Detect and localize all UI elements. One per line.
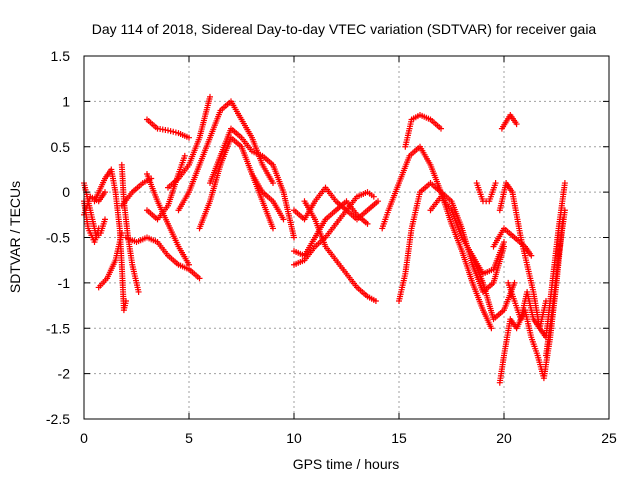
- y-tick-label: -2.5: [46, 411, 70, 427]
- data-point: [375, 198, 381, 205]
- series-track-15: [207, 125, 297, 241]
- plot-frame: [83, 55, 610, 420]
- series-track-11: [144, 152, 188, 223]
- y-tick-label: -2: [58, 366, 71, 382]
- series-track-9: [144, 116, 192, 141]
- x-tick-label: 15: [391, 430, 407, 446]
- series-track-27: [498, 111, 520, 132]
- series-track-10: [144, 170, 192, 268]
- data-point: [561, 180, 568, 187]
- data-point: [207, 93, 213, 100]
- series-track-32: [543, 207, 568, 359]
- data-point: [196, 275, 203, 282]
- data-point: [102, 216, 108, 223]
- data-point: [186, 261, 192, 268]
- data-point: [372, 298, 379, 305]
- series-track-7: [123, 234, 203, 282]
- data-point: [123, 298, 129, 305]
- series-track-31: [490, 225, 535, 259]
- series-track-20: [291, 189, 377, 268]
- series-track-13: [175, 98, 276, 214]
- x-axis-label: GPS time / hours: [293, 456, 400, 472]
- data-point: [513, 121, 520, 128]
- y-tick-label: 1.5: [51, 48, 71, 64]
- data-point: [165, 127, 171, 134]
- series-track-21: [379, 143, 495, 332]
- data-point: [181, 152, 188, 159]
- data-point: [270, 180, 276, 187]
- data-points: [81, 93, 568, 386]
- data-point: [488, 325, 495, 332]
- x-axis-ticks: 0 5 10 15 20 25: [80, 56, 617, 446]
- y-tick-label: -1.5: [46, 320, 70, 336]
- data-point: [561, 207, 568, 214]
- series-track-12: [165, 93, 213, 191]
- x-tick-label: 20: [496, 430, 512, 446]
- series-track-19: [301, 198, 379, 305]
- y-tick-label: 0.5: [51, 139, 71, 155]
- data-point: [102, 189, 108, 196]
- data-point: [364, 220, 371, 227]
- data-point: [501, 239, 507, 246]
- series-track-23: [402, 111, 444, 150]
- data-point: [170, 128, 177, 135]
- data-point: [528, 252, 535, 259]
- data-point: [370, 193, 377, 200]
- data-point: [280, 216, 287, 223]
- data-point: [492, 180, 499, 187]
- y-axis-label: SDTVAR / TECUs: [7, 181, 23, 293]
- data-point: [511, 279, 518, 286]
- y-tick-label: 1: [62, 93, 70, 109]
- y-axis-ticks: -2.5 -2 -1.5 -1 -0.5 0 0.5 1 1.5: [46, 48, 609, 427]
- data-point: [291, 234, 297, 241]
- data-point: [186, 134, 192, 141]
- series-track-29: [505, 279, 549, 332]
- series-track-18: [291, 198, 371, 259]
- series-track-16: [249, 170, 287, 223]
- series-track-5: [95, 229, 125, 291]
- data-point: [118, 229, 125, 236]
- chart-title: Day 114 of 2018, Sidereal Day-to-day VTE…: [92, 21, 597, 37]
- y-tick-label: -0.5: [46, 230, 70, 246]
- series-track-25: [473, 180, 499, 205]
- data-point: [135, 288, 142, 295]
- x-tick-label: 5: [185, 430, 193, 446]
- data-point: [95, 225, 102, 232]
- data-point: [172, 129, 179, 136]
- x-tick-label: 25: [601, 430, 617, 446]
- data-point: [167, 128, 174, 135]
- data-point: [270, 225, 276, 232]
- x-tick-label: 10: [286, 430, 302, 446]
- y-tick-label: -1: [58, 275, 71, 291]
- data-point: [438, 125, 444, 132]
- x-tick-label: 0: [80, 430, 88, 446]
- y-tick-label: 0: [62, 184, 70, 200]
